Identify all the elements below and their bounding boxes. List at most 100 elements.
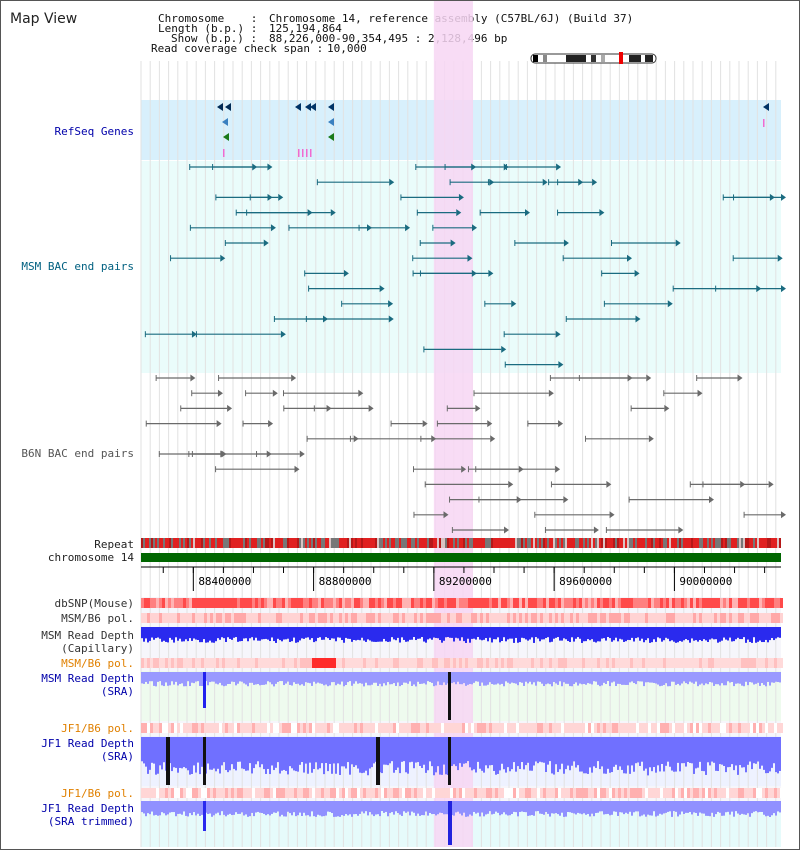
strip-cell [495, 613, 498, 623]
strip-cell [690, 723, 693, 733]
depth-bar [387, 672, 389, 683]
repeat-block [463, 538, 465, 548]
strip-cell [384, 723, 387, 733]
depth-bar [473, 672, 475, 683]
strip-cell [648, 658, 651, 668]
track-label-dbsnp[interactable]: dbSNP(Mouse) [54, 597, 134, 610]
track-label-repeat[interactable]: Repeat [94, 538, 134, 551]
track-label-refseq[interactable]: RefSeq Genes [54, 125, 134, 138]
depth-bar [315, 627, 317, 642]
depth-bar [635, 627, 637, 639]
strip-cell [453, 788, 456, 798]
bac-end-arrow [216, 420, 222, 428]
strip-cell [756, 788, 759, 798]
depth-bar [689, 627, 691, 643]
depth-spike [203, 672, 206, 708]
repeat-block [527, 538, 529, 548]
track-label-msm-b6-pol-1[interactable]: MSM/B6 pol. [61, 612, 134, 625]
depth-bar [411, 627, 413, 640]
strip-cell [456, 723, 459, 733]
depth-bar [425, 672, 427, 685]
strip-cell [219, 723, 222, 733]
depth-bar [529, 627, 531, 640]
strip-cell [435, 613, 438, 623]
depth-bar [539, 672, 541, 682]
strip-cell [228, 658, 231, 668]
bac-end-arrow [475, 404, 481, 412]
strip-cell [621, 613, 624, 623]
repeat-block [679, 538, 681, 548]
track-label-msm-bac[interactable]: MSM BAC end pairs [21, 260, 134, 273]
strip-cell [627, 723, 630, 733]
repeat-block [589, 538, 591, 548]
depth-bar [317, 627, 319, 638]
depth-bar [319, 627, 321, 638]
strip-cell [183, 598, 186, 608]
bac-end-arrow [599, 209, 605, 217]
strip-cell [741, 598, 744, 608]
strip-cell [591, 598, 594, 608]
strip-cell [360, 598, 363, 608]
strip-cell [738, 613, 741, 623]
strip-cell [411, 723, 414, 733]
depth-bar [651, 737, 653, 772]
track-label-jf1-b6-pol-2[interactable]: JF1/B6 pol. [61, 787, 134, 800]
depth-bar [607, 737, 609, 769]
depth-bar [677, 627, 679, 643]
strip-cell [489, 598, 492, 608]
depth-bar [423, 627, 425, 642]
depth-bar [333, 672, 335, 683]
depth-bar [671, 627, 673, 641]
track-label-msm-read-depth-sra[interactable]: MSM Read Depth (SRA) [41, 672, 134, 698]
depth-bar [385, 737, 387, 765]
depth-bar [629, 737, 631, 774]
strip-cell [675, 598, 678, 608]
depth-bar [543, 627, 545, 640]
depth-bar [179, 672, 181, 684]
depth-bar [253, 627, 255, 641]
strip-cell [231, 598, 234, 608]
strip-cell [198, 788, 201, 798]
bac-end-arrow [268, 420, 274, 428]
bac-end-arrow [542, 178, 548, 186]
track-label-jf1-read-depth-trimmed[interactable]: JF1 Read Depth (SRA trimmed) [41, 802, 134, 828]
strip-cell [366, 613, 369, 623]
depth-bar [619, 737, 621, 767]
track-label-jf1-read-depth-sra[interactable]: JF1 Read Depth (SRA) [41, 737, 134, 763]
track-label-chromosome[interactable]: chromosome 14 [47, 551, 134, 564]
depth-bar [349, 737, 351, 775]
repeat-block [501, 538, 503, 548]
strip-cell [657, 658, 660, 668]
strip-cell [633, 598, 636, 608]
bac-end-arrow [709, 496, 715, 504]
track-label-b6n-bac[interactable]: B6N BAC end pairs [21, 447, 134, 460]
depth-bar [443, 737, 445, 765]
track-label-msm-b6-pol-2[interactable]: MSM/B6 pol. [61, 657, 134, 670]
strip-cell [387, 658, 390, 668]
strip-cell [168, 723, 171, 733]
strip-cell [141, 613, 144, 623]
repeat-block [509, 538, 511, 548]
depth-bar [371, 737, 373, 768]
strip-cell [501, 598, 504, 608]
depth-bar [561, 627, 563, 641]
depth-bar [545, 801, 547, 812]
strip-cell [534, 658, 537, 668]
depth-bar [275, 801, 277, 813]
ideogram-band [566, 55, 586, 62]
depth-bar [461, 801, 463, 816]
track-label-msm-read-depth-cap[interactable]: MSM Read Depth (Capillary) [41, 629, 134, 655]
strip-cell [528, 723, 531, 733]
strip-cell [723, 598, 726, 608]
bac-end-arrow [558, 361, 564, 369]
strip-cell [318, 723, 321, 733]
track-label-jf1-b6-pol-1[interactable]: JF1/B6 pol. [61, 722, 134, 735]
depth-bar [177, 627, 179, 641]
strip-cell [177, 658, 180, 668]
strip-cell [354, 788, 357, 798]
depth-bar [439, 672, 441, 685]
depth-bar [261, 737, 263, 765]
strip-cell [459, 613, 462, 623]
depth-bar [249, 672, 251, 683]
